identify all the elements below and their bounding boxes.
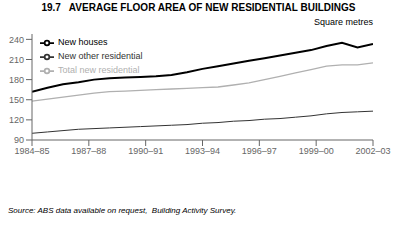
html-text:Source: ABS data available on: Source: ABS data available on request, B… xyxy=(8,206,237,215)
svg-text:210: 210 xyxy=(9,55,24,65)
svg-text:1990–91: 1990–91 xyxy=(128,146,163,156)
svg-text:120: 120 xyxy=(9,115,24,125)
html-text:New houses: New houses xyxy=(58,37,108,48)
svg-text:1984–85: 1984–85 xyxy=(14,146,49,156)
html-text:19.7 AVERAGE FLOOR AREA OF NEW: 19.7 AVERAGE FLOOR AREA OF NEW RESIDENTI… xyxy=(41,2,356,13)
html-text:Square metres: Square metres xyxy=(314,17,373,27)
svg-text:180: 180 xyxy=(9,75,24,85)
html-text:New other residential: New other residential xyxy=(58,51,143,62)
svg-text:150: 150 xyxy=(9,95,24,105)
svg-text:1996–97: 1996–97 xyxy=(242,146,277,156)
svg-text:1987–88: 1987–88 xyxy=(71,146,106,156)
svg-text:2002–03: 2002–03 xyxy=(355,146,389,156)
svg-text:240: 240 xyxy=(9,35,24,45)
html-text:Total new residential: Total new residential xyxy=(58,65,140,76)
svg-text:1999–00: 1999–00 xyxy=(299,146,334,156)
svg-text:90: 90 xyxy=(14,135,24,145)
svg-text:1993–94: 1993–94 xyxy=(185,146,220,156)
